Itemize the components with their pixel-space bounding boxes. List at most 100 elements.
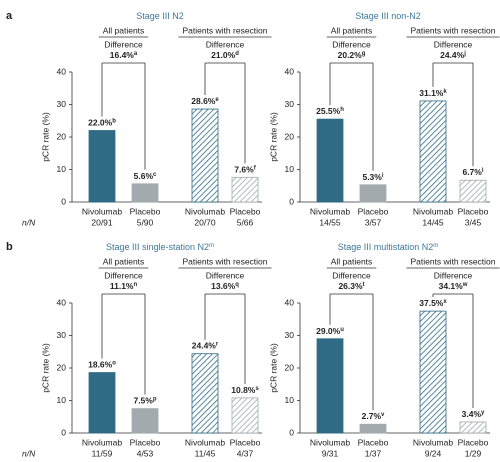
category-label: Nivolumab (82, 206, 122, 216)
category-label: Nivolumab (82, 437, 122, 447)
y-axis-label: pCR rate (%) (268, 343, 278, 393)
difference-value: 13.6%q (211, 281, 239, 291)
bar (131, 183, 159, 203)
count-label: 9/31 (322, 448, 339, 458)
y-tick-label: 30 (285, 330, 295, 340)
difference-value-note: t (363, 282, 365, 288)
chart-title-note: m (209, 243, 214, 249)
category-label: Nivolumab (413, 206, 453, 216)
value-label: 37.5%x (419, 298, 447, 308)
difference-value-note: q (235, 282, 239, 288)
category-label: Placebo (458, 206, 489, 216)
group-label: All patients (331, 25, 373, 35)
value-label-text: 28.6% (191, 96, 216, 106)
count-label: 3/45 (465, 217, 482, 227)
y-tick-label: 40 (57, 66, 67, 76)
group-label: Patients with resection (182, 25, 267, 35)
category-label: Placebo (230, 206, 261, 216)
n-over-n-label: n/N (22, 448, 36, 458)
value-label: 28.6%e (191, 96, 219, 106)
value-label-text: 6.7% (462, 167, 482, 177)
value-label-note: u (340, 326, 344, 332)
value-label-note: b (112, 118, 116, 124)
value-label-text: 31.1% (419, 88, 444, 98)
bar (316, 118, 344, 203)
value-label: 7.5%p (133, 396, 156, 406)
value-label-text: 5.3% (362, 172, 382, 182)
value-label-note: c (153, 171, 157, 177)
value-label-text: 7.5% (133, 396, 153, 406)
y-tick-label: 10 (57, 395, 67, 405)
difference-value-note: g (362, 51, 366, 57)
value-label-note: p (153, 396, 157, 402)
category-label: Placebo (458, 437, 489, 447)
y-tick-label: 40 (285, 297, 295, 307)
difference-value-text: 16.4% (110, 50, 135, 60)
category-label: Nivolumab (413, 437, 453, 447)
chart-title-text: Stage III N2 (136, 11, 184, 21)
value-label: 25.5%h (316, 106, 344, 116)
chart-title-text: Stage III non-N2 (355, 11, 421, 21)
count-label: 20/91 (91, 217, 113, 227)
difference-value-text: 26.3% (338, 281, 363, 291)
group-label: Patients with resection (182, 256, 267, 266)
value-label-text: 25.5% (316, 106, 341, 116)
difference-value-text: 34.1% (439, 281, 464, 291)
bar (191, 353, 219, 434)
n-over-n-label: n/N (22, 217, 36, 227)
difference-value-note: a (134, 51, 138, 57)
value-label-text: 37.5% (419, 298, 444, 308)
category-label: Placebo (130, 206, 161, 216)
category-label: Placebo (358, 206, 389, 216)
value-label-note: r (216, 341, 219, 347)
difference-value: 16.4%a (110, 50, 138, 60)
bar (459, 421, 487, 434)
y-axis-label: pCR rate (%) (40, 112, 50, 162)
chart-title-text: Stage III multistation N2 (338, 242, 434, 252)
value-label-note: x (443, 299, 447, 305)
chart-title: Stage III multistation N2m (338, 242, 439, 252)
bar (359, 184, 387, 203)
bar (191, 108, 219, 203)
category-label: Placebo (358, 437, 389, 447)
difference-value-text: 24.4% (440, 50, 465, 60)
difference-value-text: 13.6% (211, 281, 236, 291)
difference-value: 24.4%j (440, 50, 466, 60)
difference-value: 11.1%n (110, 281, 138, 291)
difference-value-text: 21.0% (211, 50, 236, 60)
y-tick-label: 0 (289, 427, 294, 437)
category-label: Placebo (130, 437, 161, 447)
chart-title-note: m (433, 243, 438, 249)
bar (419, 310, 447, 434)
chart-title: Stage III non-N2 (355, 11, 421, 21)
count-label: 4/53 (137, 448, 154, 458)
bar (459, 179, 487, 203)
count-label: 1/37 (365, 448, 382, 458)
group-label: All patients (103, 25, 145, 35)
value-label: 7.6%f (234, 165, 256, 175)
y-tick-label: 20 (285, 131, 295, 141)
y-tick-label: 40 (285, 66, 295, 76)
count-label: 3/57 (365, 217, 382, 227)
y-tick-label: 30 (57, 330, 67, 340)
y-tick-label: 10 (285, 164, 295, 174)
value-label-text: 10.8% (231, 385, 256, 395)
y-axis-label: pCR rate (%) (40, 343, 50, 393)
value-label-text: 3.4% (462, 409, 482, 419)
count-label: 4/37 (237, 448, 254, 458)
y-tick-label: 20 (57, 362, 67, 372)
count-label: 5/90 (137, 217, 154, 227)
count-label: 9/24 (425, 448, 442, 458)
bar (419, 100, 447, 203)
count-label: 14/45 (422, 217, 444, 227)
value-label: 5.3%i (362, 172, 383, 182)
difference-value-note: d (235, 51, 239, 57)
difference-label: Difference (206, 270, 245, 280)
value-label-text: 7.6% (234, 165, 254, 175)
difference-value-text: 20.2% (338, 50, 363, 60)
y-tick-label: 30 (285, 99, 295, 109)
category-label: Nivolumab (185, 206, 225, 216)
value-label-note: o (112, 360, 116, 366)
value-label: 31.1%k (419, 88, 447, 98)
difference-value: 21.0%d (211, 50, 239, 60)
